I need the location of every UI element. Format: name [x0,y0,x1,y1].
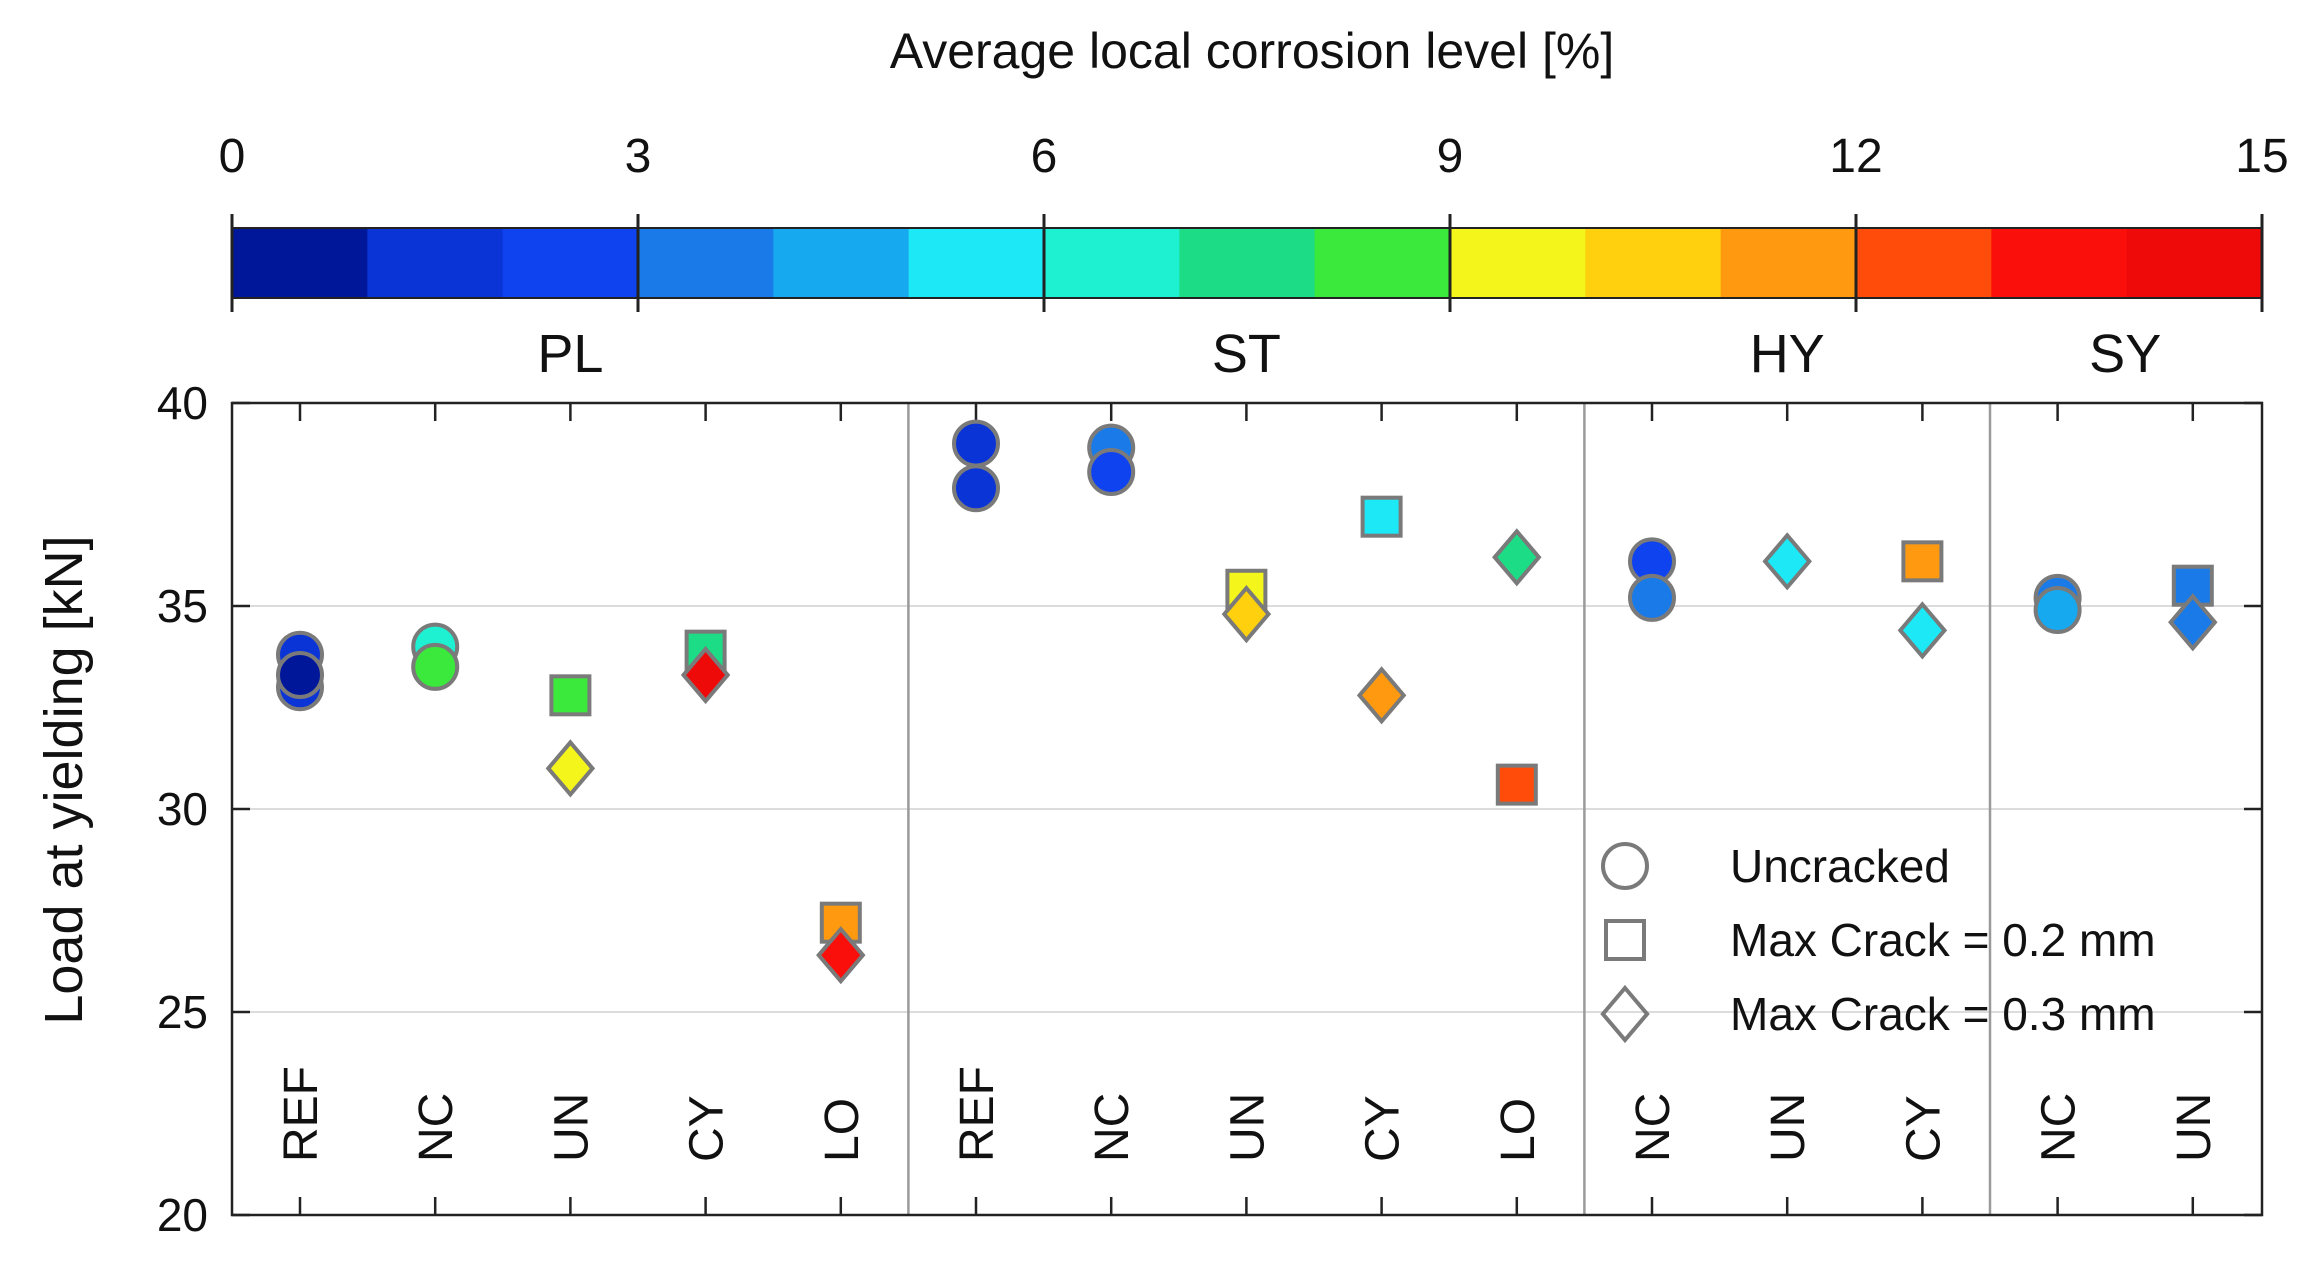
data-point-square [1901,540,1944,583]
data-point-diamond [2168,593,2218,652]
category-label: NC [1627,1093,1680,1162]
colorbar: 0 3 6 9 12 15 [219,130,2289,312]
colorbar-segment [1856,228,1992,298]
data-point-square [1360,495,1403,538]
category-label: UN [1762,1093,1815,1162]
category-label: LO [816,1098,869,1162]
category-label: NC [1086,1093,1139,1162]
data-point-diamond [1356,666,1407,725]
colorbar-tick-label: 15 [2235,130,2288,183]
category-label: NC [410,1093,463,1162]
y-tick-label: 35 [157,580,208,632]
colorbar-segment [502,228,639,298]
colorbar-tick-label: 9 [1437,130,1464,183]
data-point-square [549,674,592,717]
colorbar-segment [1450,228,1586,298]
colorbar-segment [1991,228,2128,298]
y-tick-label: 30 [157,783,208,835]
category-label: CY [1357,1095,1410,1162]
colorbar-segment [908,228,1045,298]
legend-marker-diamond [1600,984,1650,1044]
data-point-circle [1628,573,1676,622]
colorbar-tick-label: 6 [1031,130,1058,183]
data-point-diamond [545,739,596,798]
plot-frame [230,401,2264,1217]
colorbar-segment [232,228,368,298]
data-point-circle [2033,586,2082,635]
colorbar-tick-label: 12 [1829,130,1882,183]
data-point-circle [952,464,1000,513]
colorbar-segment [1314,228,1451,298]
data-point-diamond [1221,585,1272,644]
data-point-circle [411,642,460,691]
data-point-circle [1087,448,1136,497]
category-label: LO [1492,1098,1545,1162]
legend-label: Max Crack = 0.3 mm [1730,988,2156,1040]
data-point-circle [952,419,1000,468]
colorbar-segment [1044,228,1180,298]
group-label: HY [1750,324,1825,384]
legend-marker-circle [1601,842,1649,890]
category-label: REF [951,1066,1004,1162]
y-axis-label: Load at yielding [kN] [34,535,94,1024]
category-label: NC [2033,1093,2086,1162]
colorbar-tick-label: 0 [219,130,246,183]
data-point-diamond [1492,528,1542,587]
group-label: PL [537,324,603,384]
colorbar-segment [1720,228,1857,298]
colorbar-tick-label: 3 [625,130,652,183]
y-tick-label: 25 [157,986,208,1038]
category-label: UN [2168,1093,2221,1162]
category-label: REF [275,1066,328,1162]
data-point-circle [276,651,324,700]
data-point-square [1495,763,1538,806]
legend-marker-square [1604,919,1646,961]
plot-area: PL ST HY SY REF NC UN CY LO REF NC UN CY LO NC UN CY NC UN… [157,324,2264,1241]
colorbar-title: Average local corrosion level [%] [890,23,1614,79]
colorbar-segment [1585,228,1722,298]
category-label: CY [681,1095,734,1162]
colorbar-segment [367,228,504,298]
legend: Uncracked Max Crack = 0.2 mm Max Crack = 0… [1600,840,2156,1044]
colorbar-segment [2126,228,2263,298]
colorbar-segment [1179,228,1316,298]
group-label: ST [1212,324,1281,384]
colorbar-segment [773,228,910,298]
y-tick-label: 40 [157,377,208,429]
colorbar-segment [638,228,774,298]
category-label: CY [1897,1095,1950,1162]
y-tick-label: 20 [157,1189,208,1241]
category-label: UN [545,1093,598,1162]
data-point-diamond [816,926,866,985]
legend-label: Uncracked [1730,840,1950,892]
category-label: UN [1221,1093,1274,1162]
data-point-diamond [680,645,731,705]
data-point-diamond [1762,532,1812,591]
group-label: SY [2089,324,2161,384]
data-point-diamond [1897,601,1948,660]
legend-label: Max Crack = 0.2 mm [1730,914,2156,966]
